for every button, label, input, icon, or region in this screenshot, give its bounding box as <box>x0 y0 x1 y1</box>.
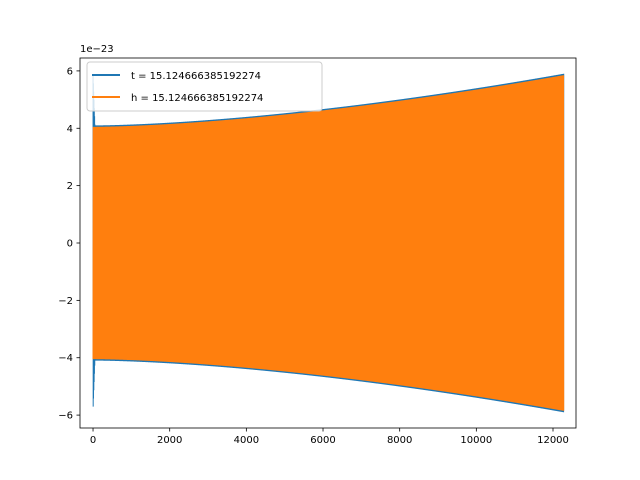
y-tick-label: −6 <box>58 411 73 422</box>
series-line-t <box>92 73 565 413</box>
legend-label-h: h = 15.124666385192274 <box>131 93 263 104</box>
x-tick-label: 6000 <box>310 435 335 446</box>
x-tick-label: 4000 <box>234 435 259 446</box>
legend-label-t: t = 15.124666385192274 <box>131 71 261 82</box>
x-axis: 0 2000 4000 6000 8000 10000 12000 <box>90 428 569 446</box>
legend-box <box>86 61 323 112</box>
plot-area <box>92 73 565 413</box>
x-tick-label: 2000 <box>157 435 182 446</box>
series-line-h <box>92 75 565 411</box>
legend: t = 15.124666385192274 h = 15.1246663851… <box>86 61 323 112</box>
x-tick-label: 10000 <box>460 435 492 446</box>
y-tick-label: 2 <box>67 181 73 192</box>
y-tick-label: 6 <box>67 66 73 77</box>
x-tick-label: 12000 <box>537 435 569 446</box>
y-axis: −6 −4 −2 0 2 4 6 <box>58 66 80 422</box>
y-tick-label: −4 <box>58 353 73 364</box>
y-tick-label: 0 <box>67 239 73 250</box>
y-tick-label: −2 <box>58 296 73 307</box>
y-tick-label: 4 <box>67 124 73 135</box>
y-offset-text: 1e−23 <box>80 44 114 55</box>
x-tick-label: 8000 <box>387 435 412 446</box>
x-tick-label: 0 <box>90 435 96 446</box>
